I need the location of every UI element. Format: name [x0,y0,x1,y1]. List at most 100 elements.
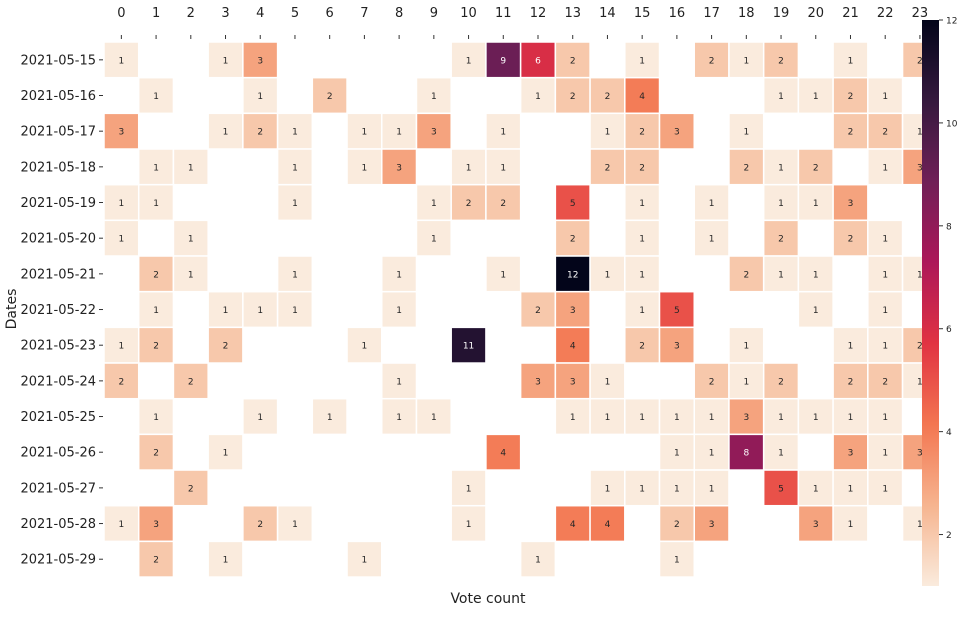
cell-value-label: 2 [848,128,854,138]
cell-value-label: 2 [153,556,159,566]
heatmap-cell [867,326,904,364]
cell-value-label: 1 [848,413,854,423]
heatmap-cell [762,255,800,293]
cell-value-label: 1 [743,56,749,66]
heatmap-cell [242,112,279,150]
cell-value-label: 2 [848,92,854,102]
cell-value-label: 1 [466,520,472,530]
heatmap-cell [276,290,314,329]
heatmap-cell [589,148,626,186]
cell-value-label: 1 [639,413,645,423]
cell-value-label: 1 [118,342,124,352]
heatmap-cell [415,219,452,257]
heatmap-cell [797,504,834,543]
cell-value-label: 1 [605,128,611,138]
heatmap-cell [346,540,383,578]
heatmap-cell [172,148,209,186]
cell-value-label: 1 [882,342,888,352]
heatmap-cell [624,290,661,329]
heatmap-cell [728,41,765,79]
cell-value-label: 1 [292,163,298,173]
heatmap-cell [172,255,209,293]
heatmap-cell [624,255,661,293]
heatmap-cell [137,290,175,329]
cell-value-label: 1 [709,449,715,459]
y-tick-label: 2021-05-29 [20,553,96,568]
x-tick-label: 1 [152,6,160,21]
cell-value-label: 1 [118,199,124,209]
x-tick-label: 20 [807,6,824,21]
cell-value-label: 1 [639,56,645,66]
heatmap-cell [381,290,418,329]
heatmap-cell [693,219,730,257]
cell-value-label: 2 [743,163,749,173]
cell-value-label: 3 [396,163,402,173]
x-tick-label: 6 [326,6,334,21]
y-tick-label: 2021-05-21 [20,267,96,282]
heatmap-cell [797,76,834,115]
heatmap-cell [137,326,175,364]
x-tick-label: 18 [738,6,755,21]
cell-value-label: 1 [431,235,437,245]
y-tick-label: 2021-05-25 [20,410,96,425]
cell-value-label: 3 [257,56,263,66]
cell-value-label: 2 [466,199,472,209]
x-tick-label: 13 [564,6,581,21]
cell-value-label: 2 [848,235,854,245]
cell-value-label: 1 [882,449,888,459]
cell-value-label: 1 [778,449,784,459]
heatmap-cell [624,41,661,79]
cell-value-label: 1 [743,377,749,387]
cell-value-label: 2 [570,92,576,102]
heatmap-cell [867,433,904,471]
cell-value-label: 1 [431,413,437,423]
cell-value-label: 2 [153,449,159,459]
cell-value-label: 2 [709,56,715,66]
cell-value-label: 2 [882,377,888,387]
heatmap-cell [554,219,591,257]
heatmap-cell [172,362,209,400]
heatmap-cell [693,433,730,471]
cell-value-label: 1 [466,163,472,173]
cell-value-label: 1 [639,306,645,316]
heatmap-cell [589,504,626,543]
heatmap-cell [450,469,487,507]
cell-value-label: 1 [500,270,506,280]
cell-value-label: 1 [188,163,194,173]
heatmap-cell [242,397,279,436]
cell-value-label: 2 [223,342,229,352]
x-tick-label: 14 [599,6,616,21]
x-tick-label: 21 [842,6,859,21]
heatmap-cell [242,504,279,543]
heatmap-cell [762,41,800,79]
cell-value-label: 1 [674,413,680,423]
heatmap-cell [693,469,730,507]
cell-value-label: 3 [570,306,576,316]
cell-value-label: 3 [674,128,680,138]
heatmap-cell [832,362,869,400]
cell-value-label: 1 [118,56,124,66]
heatmap-cell [276,183,314,222]
cell-value-label: 1 [431,199,437,209]
heatmap-cell [867,219,904,257]
cell-value-label: 1 [257,92,263,102]
heatmap-cell [346,326,383,364]
y-tick-label: 2021-05-15 [20,53,96,68]
cell-value-label: 1 [709,199,715,209]
x-tick-label: 7 [360,6,368,21]
cell-value-label: 1 [709,235,715,245]
heatmap-cell [276,504,314,543]
cell-value-label: 2 [257,520,263,530]
cell-value-label: 1 [813,484,819,494]
cell-value-label: 1 [188,235,194,245]
cell-value-label: 1 [605,484,611,494]
cell-value-label: 1 [396,306,402,316]
cell-value-label: 1 [917,377,923,387]
cell-value-label: 3 [709,520,715,530]
cell-value-label: 2 [882,128,888,138]
cell-value-label: 1 [535,556,541,566]
heatmap-cell [103,112,140,150]
heatmap-cell [658,397,695,436]
x-tick-label: 3 [221,6,229,21]
cell-value-label: 1 [292,199,298,209]
